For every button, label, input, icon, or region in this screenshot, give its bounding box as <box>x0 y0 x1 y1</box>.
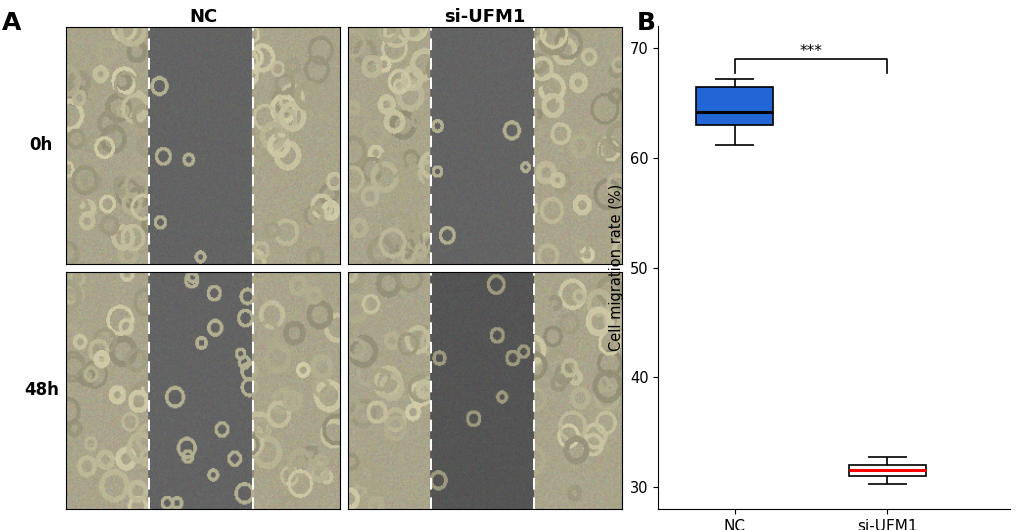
Text: A: A <box>2 11 21 34</box>
Y-axis label: Cell migration rate (%): Cell migration rate (%) <box>608 184 624 351</box>
Y-axis label: 0h: 0h <box>30 136 53 154</box>
Bar <box>849 465 925 476</box>
Y-axis label: 48h: 48h <box>23 381 59 399</box>
Text: B: B <box>636 11 655 34</box>
Text: ***: *** <box>799 44 821 59</box>
Title: si-UFM1: si-UFM1 <box>444 8 525 26</box>
Title: NC: NC <box>189 8 217 26</box>
Bar <box>696 87 772 125</box>
